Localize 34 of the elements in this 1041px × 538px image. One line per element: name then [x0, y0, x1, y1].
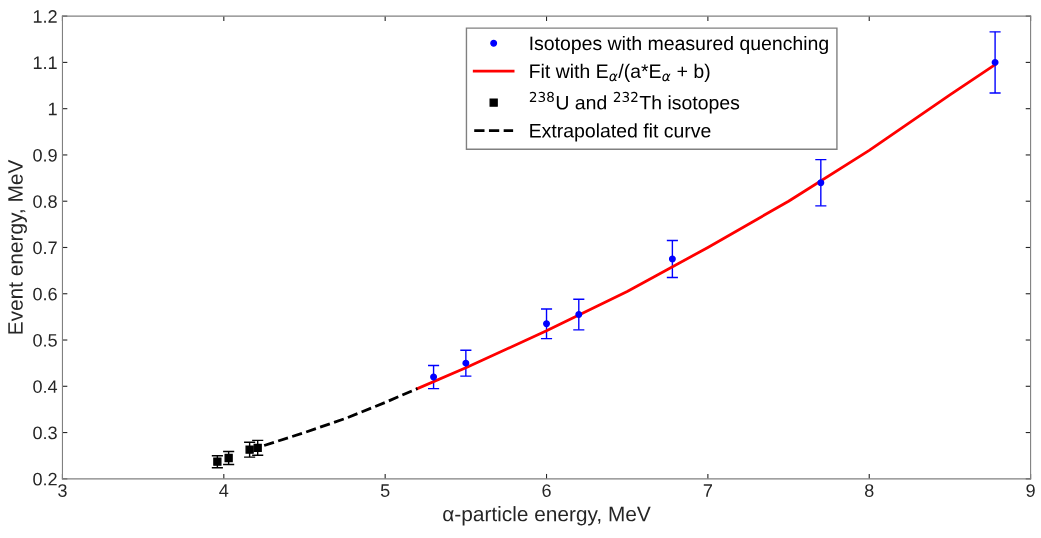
legend-label: $^{238}$U and $^{232}$Th isotopes	[529, 91, 740, 114]
point	[543, 320, 550, 328]
y-axis-title: Event energy, MeV	[8, 159, 27, 334]
legend-label: Fit with E$_{α}$/(a*E$_{α}$ + b)	[530, 63, 710, 82]
point	[668, 255, 676, 263]
x-tick-label: 5	[380, 484, 390, 497]
y-tick-label: 0.2	[33, 472, 57, 486]
point	[430, 373, 438, 381]
point	[253, 443, 262, 452]
x-tick-label: 3	[58, 484, 67, 497]
x-tick-label: 8	[865, 484, 874, 497]
x-tick-label: 9	[1026, 484, 1035, 497]
point	[575, 311, 583, 319]
y-tick-label: 0.7	[33, 241, 57, 255]
y-tick-label: 0.8	[33, 195, 57, 208]
x-axis-title: α-particle energy, MeV	[443, 506, 651, 526]
y-tick-label: 1.2	[33, 10, 57, 23]
point	[245, 445, 254, 454]
point	[817, 179, 825, 187]
y-tick-label: 1	[48, 102, 57, 116]
y-tick-label: 1.1	[33, 56, 57, 69]
legend-label: Isotopes with measured quenching	[530, 35, 828, 55]
point	[991, 58, 999, 66]
y-tick-label: 0.4	[33, 380, 58, 393]
y-tick-label: 0.3	[33, 426, 57, 440]
point	[462, 359, 470, 367]
y-tick-label: 0.9	[33, 148, 57, 162]
x-tick-label: 4	[219, 484, 229, 497]
legend-label: Extrapolated fit curve	[530, 123, 711, 142]
x-tick-label: 6	[542, 484, 551, 497]
y-tick-label: 0.6	[33, 287, 57, 301]
line-series	[262, 387, 419, 447]
y-tick-label: 0.5	[33, 333, 57, 347]
x-tick-label: 7	[703, 484, 712, 497]
